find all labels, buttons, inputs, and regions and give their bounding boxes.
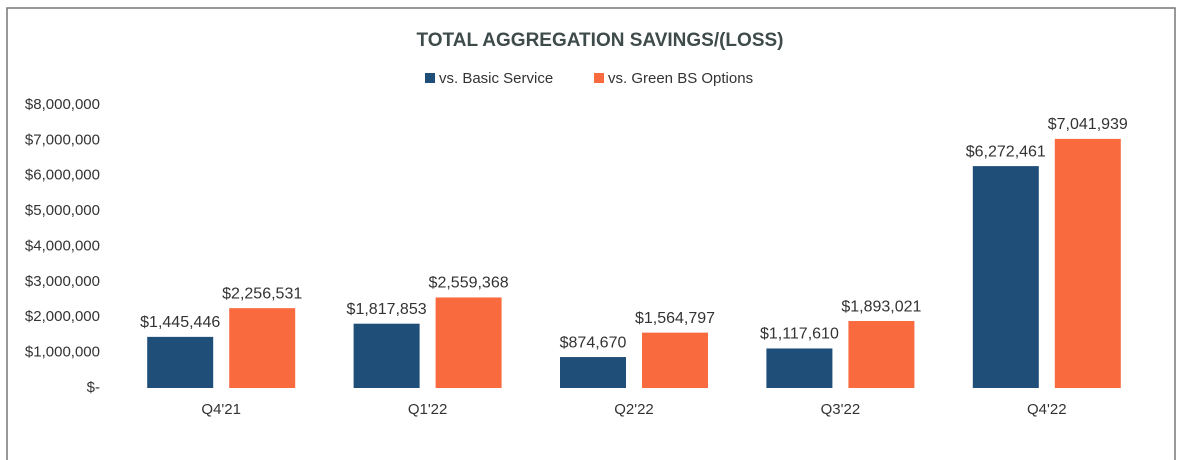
legend-label: vs. Basic Service	[439, 70, 553, 87]
bar	[1054, 138, 1121, 388]
x-tick-label: Q4'22	[1027, 401, 1067, 418]
legend-swatch	[594, 73, 604, 83]
x-tick-label: Q4'21	[201, 401, 241, 418]
bar	[766, 348, 833, 388]
value-label: $7,041,939	[1048, 116, 1128, 133]
x-tick-label: Q3'22	[821, 401, 861, 418]
chart-frame	[6, 7, 1176, 460]
bar	[972, 166, 1039, 388]
x-tick-label: Q1'22	[408, 401, 448, 418]
value-label: $6,272,461	[966, 143, 1046, 160]
legend-label: vs. Green BS Options	[608, 70, 753, 87]
y-tick-label: $5,000,000	[25, 202, 100, 219]
y-tick-label: $-	[87, 379, 100, 396]
value-label: $874,670	[560, 334, 627, 351]
value-label: $2,256,531	[222, 285, 302, 302]
y-tick-label: $1,000,000	[25, 344, 100, 361]
bar	[353, 323, 420, 388]
value-label: $1,817,853	[347, 301, 427, 318]
legend-swatch	[425, 73, 435, 83]
y-tick-label: $2,000,000	[25, 308, 100, 325]
value-label: $2,559,368	[429, 275, 509, 292]
y-tick-label: $8,000,000	[25, 96, 100, 113]
x-tick-label: Q2'22	[614, 401, 654, 418]
value-label: $1,117,610	[760, 326, 839, 343]
bar	[642, 332, 708, 388]
bar	[229, 308, 296, 388]
bar	[560, 357, 626, 388]
bar	[147, 336, 214, 388]
value-label: $1,893,021	[841, 298, 921, 315]
chart-title: TOTAL AGGREGATION SAVINGS/(LOSS)	[417, 30, 784, 51]
value-label: $1,445,446	[140, 314, 220, 331]
y-tick-label: $7,000,000	[25, 131, 100, 148]
y-tick-label: $6,000,000	[25, 167, 100, 184]
bar	[435, 297, 502, 388]
bar	[848, 321, 915, 388]
value-label: $1,564,797	[635, 310, 715, 327]
y-tick-label: $4,000,000	[25, 237, 100, 254]
y-tick-label: $3,000,000	[25, 273, 100, 290]
